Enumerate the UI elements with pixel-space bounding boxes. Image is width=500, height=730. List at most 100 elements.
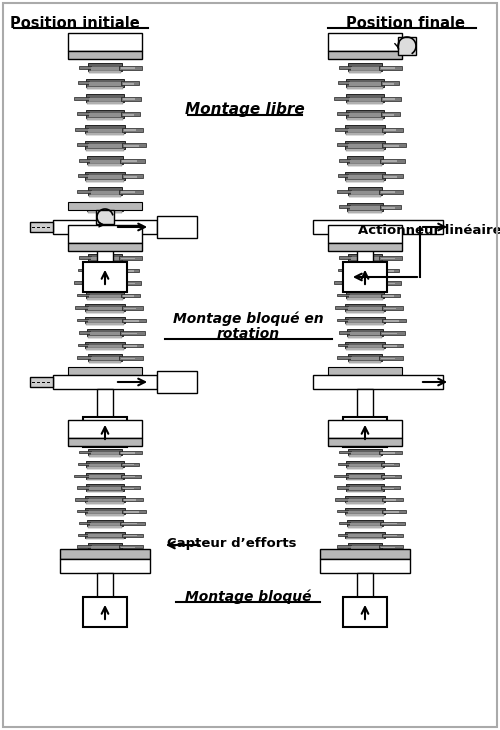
Bar xyxy=(86,502,124,504)
Bar xyxy=(382,160,397,162)
Bar xyxy=(120,269,139,272)
Bar xyxy=(86,342,124,348)
Bar xyxy=(349,71,381,73)
Bar xyxy=(346,502,384,504)
Bar xyxy=(346,311,384,312)
Bar xyxy=(346,538,384,539)
Bar xyxy=(124,145,139,147)
Bar xyxy=(381,486,400,489)
Bar xyxy=(122,307,143,310)
Bar xyxy=(380,557,402,560)
Bar xyxy=(86,323,124,325)
Bar xyxy=(348,543,382,550)
Bar xyxy=(121,281,142,285)
Bar xyxy=(91,452,119,455)
Bar xyxy=(74,96,89,100)
Bar xyxy=(78,369,90,372)
Bar xyxy=(68,33,142,51)
Bar xyxy=(119,66,142,69)
Bar xyxy=(347,118,383,120)
Bar xyxy=(122,82,134,85)
Bar xyxy=(87,556,123,561)
Bar xyxy=(88,373,122,375)
Bar xyxy=(339,158,349,162)
Bar xyxy=(382,82,394,85)
Bar xyxy=(88,175,122,179)
Bar xyxy=(338,294,349,296)
Bar xyxy=(120,158,145,163)
Bar xyxy=(346,266,384,273)
Bar xyxy=(380,269,399,272)
Bar xyxy=(124,535,136,537)
Bar xyxy=(86,531,124,538)
Bar xyxy=(121,486,140,489)
Bar xyxy=(382,534,403,537)
Bar xyxy=(120,81,139,85)
Bar xyxy=(79,522,90,524)
Bar xyxy=(121,474,142,477)
Bar xyxy=(383,114,394,115)
Bar xyxy=(89,282,121,285)
Bar xyxy=(349,261,381,263)
Bar xyxy=(86,156,124,164)
Bar xyxy=(88,128,122,133)
Bar xyxy=(328,367,402,375)
Bar xyxy=(90,369,120,373)
Bar xyxy=(334,474,349,477)
Bar xyxy=(90,160,120,164)
Bar xyxy=(384,499,396,501)
Bar xyxy=(86,329,124,336)
Bar xyxy=(120,190,142,193)
Bar xyxy=(90,82,120,86)
Bar xyxy=(121,452,135,453)
Bar xyxy=(313,220,443,234)
Bar xyxy=(88,336,122,337)
Bar xyxy=(68,202,142,210)
Bar xyxy=(124,499,136,501)
Bar xyxy=(348,345,382,348)
Bar xyxy=(89,113,121,117)
Bar xyxy=(382,270,394,272)
Bar xyxy=(346,342,385,348)
Bar xyxy=(380,356,402,359)
Bar xyxy=(380,190,402,193)
Bar xyxy=(334,281,349,284)
Text: rotation: rotation xyxy=(216,327,280,341)
Bar xyxy=(88,550,122,551)
Bar xyxy=(349,98,381,101)
Bar xyxy=(78,269,90,272)
Bar xyxy=(87,479,123,480)
Bar xyxy=(382,333,397,334)
Bar xyxy=(122,270,134,272)
Bar xyxy=(124,176,136,177)
Bar xyxy=(380,463,399,466)
Bar xyxy=(344,141,386,149)
Bar xyxy=(77,545,90,548)
Bar xyxy=(348,195,382,197)
Bar xyxy=(381,112,400,116)
Bar xyxy=(328,438,402,446)
Bar xyxy=(343,262,387,292)
Bar xyxy=(384,307,396,309)
Bar xyxy=(348,561,382,563)
Bar xyxy=(334,96,349,100)
Bar xyxy=(346,514,385,516)
Bar xyxy=(383,283,396,284)
Bar xyxy=(122,143,146,147)
Bar xyxy=(349,282,381,285)
Bar xyxy=(382,174,403,178)
Bar xyxy=(382,344,403,347)
Bar xyxy=(347,202,383,210)
Bar xyxy=(347,299,383,300)
Text: Montage bloqué: Montage bloqué xyxy=(185,590,311,604)
Bar xyxy=(313,375,443,389)
Bar xyxy=(30,377,53,387)
Bar xyxy=(348,449,382,456)
Bar xyxy=(384,345,396,347)
Bar xyxy=(380,545,402,548)
Bar xyxy=(88,561,122,563)
Bar xyxy=(119,256,142,259)
Bar xyxy=(350,160,380,164)
Bar xyxy=(86,311,124,312)
Bar xyxy=(348,254,382,261)
